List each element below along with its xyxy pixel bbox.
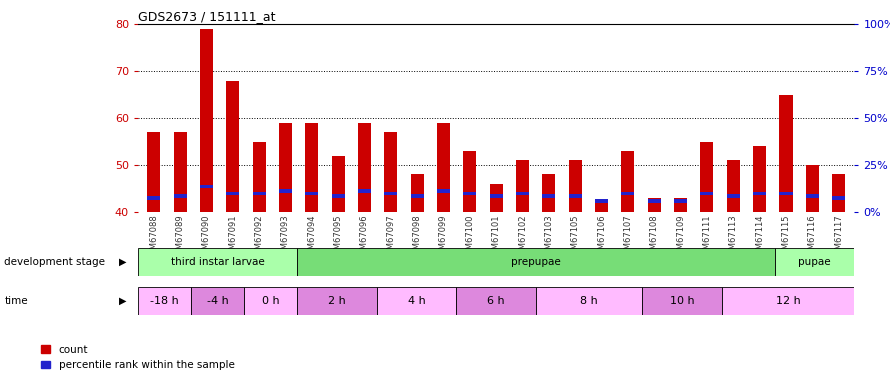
Text: 4 h: 4 h <box>408 296 425 306</box>
Bar <box>191 287 244 315</box>
Bar <box>648 198 660 212</box>
Bar <box>297 248 775 276</box>
Text: ▶: ▶ <box>119 296 126 306</box>
Bar <box>542 194 555 198</box>
Bar <box>305 123 319 212</box>
Bar <box>775 248 854 276</box>
Bar <box>569 194 582 198</box>
Bar <box>174 194 187 198</box>
Bar <box>358 123 371 212</box>
Bar <box>138 287 191 315</box>
Bar <box>147 132 160 212</box>
Bar <box>569 160 582 212</box>
Bar <box>332 194 344 198</box>
Bar <box>226 81 239 212</box>
Bar <box>138 248 297 276</box>
Bar <box>700 142 714 212</box>
Legend: count, percentile rank within the sample: count, percentile rank within the sample <box>41 345 234 370</box>
Bar <box>384 192 398 195</box>
Bar <box>200 29 213 212</box>
Bar <box>542 174 555 212</box>
Bar <box>780 192 792 195</box>
Bar <box>595 202 608 212</box>
Bar <box>457 287 536 315</box>
Text: 12 h: 12 h <box>776 296 800 306</box>
Bar <box>595 199 608 202</box>
Bar <box>464 151 476 212</box>
Bar <box>244 287 297 315</box>
Bar <box>253 192 266 195</box>
Bar <box>674 199 687 202</box>
Text: prepupae: prepupae <box>511 256 561 267</box>
Bar <box>700 192 714 195</box>
Bar <box>279 189 292 193</box>
Bar <box>226 192 239 195</box>
Bar <box>437 189 450 193</box>
Bar <box>516 192 529 195</box>
Bar <box>490 194 503 198</box>
Bar <box>753 146 766 212</box>
Bar <box>410 174 424 212</box>
Bar <box>780 95 792 212</box>
Bar <box>297 287 376 315</box>
Bar <box>726 194 740 198</box>
Bar <box>726 160 740 212</box>
Bar <box>200 185 213 188</box>
Bar <box>722 287 854 315</box>
Bar <box>621 151 635 212</box>
Bar <box>536 287 642 315</box>
Text: 8 h: 8 h <box>580 296 598 306</box>
Bar <box>642 287 722 315</box>
Text: third instar larvae: third instar larvae <box>171 256 264 267</box>
Text: 0 h: 0 h <box>262 296 279 306</box>
Bar <box>621 192 635 195</box>
Bar <box>464 192 476 195</box>
Bar <box>305 192 319 195</box>
Text: pupae: pupae <box>798 256 831 267</box>
Bar <box>648 199 660 202</box>
Bar <box>490 184 503 212</box>
Bar <box>832 196 846 200</box>
Bar <box>147 196 160 200</box>
Bar <box>384 132 398 212</box>
Bar <box>376 287 457 315</box>
Bar <box>805 194 819 198</box>
Text: development stage: development stage <box>4 257 105 267</box>
Bar <box>279 123 292 212</box>
Text: -18 h: -18 h <box>150 296 179 306</box>
Bar <box>332 156 344 212</box>
Bar <box>753 192 766 195</box>
Bar <box>410 194 424 198</box>
Text: -4 h: -4 h <box>206 296 229 306</box>
Text: 2 h: 2 h <box>328 296 346 306</box>
Text: GDS2673 / 151111_at: GDS2673 / 151111_at <box>138 10 275 23</box>
Text: 6 h: 6 h <box>488 296 505 306</box>
Text: 10 h: 10 h <box>669 296 694 306</box>
Bar <box>253 142 266 212</box>
Bar <box>174 132 187 212</box>
Text: ▶: ▶ <box>119 257 126 267</box>
Text: time: time <box>4 296 28 306</box>
Bar <box>437 123 450 212</box>
Bar <box>674 198 687 212</box>
Bar <box>516 160 529 212</box>
Bar <box>805 165 819 212</box>
Bar <box>358 189 371 193</box>
Bar <box>832 174 846 212</box>
